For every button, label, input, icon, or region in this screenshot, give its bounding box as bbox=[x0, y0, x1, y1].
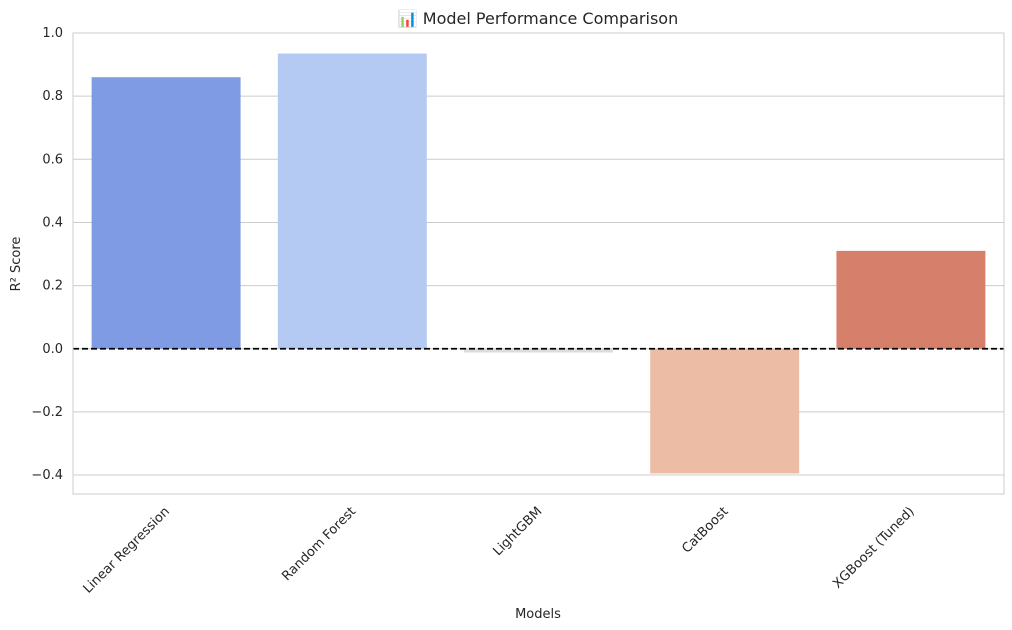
x-tick-label: Random Forest bbox=[279, 504, 359, 584]
x-tick-label: CatBoost bbox=[679, 504, 731, 556]
bar bbox=[464, 348, 613, 353]
y-tick-label: −0.2 bbox=[31, 405, 63, 420]
chart-title: 📊 Model Performance Comparison bbox=[398, 9, 678, 28]
bar bbox=[91, 77, 241, 349]
y-tick-label: 0.4 bbox=[42, 215, 63, 230]
x-tick-labels: Linear Regression Random Forest LightGBM Ca… bbox=[81, 504, 918, 596]
x-axis-title: Models bbox=[515, 607, 561, 622]
y-tick-label: 0.6 bbox=[42, 152, 63, 167]
bar bbox=[277, 53, 427, 349]
y-tick-label: −0.4 bbox=[31, 468, 63, 483]
y-axis-title: R² Score bbox=[9, 237, 24, 292]
bar bbox=[836, 250, 986, 349]
x-tick-label: Linear Regression bbox=[81, 504, 173, 596]
x-tick-label: LightGBM bbox=[490, 504, 545, 559]
y-tick-label: 0.8 bbox=[42, 89, 63, 104]
y-tick-label: 0.0 bbox=[42, 342, 63, 357]
y-tick-label: 1.0 bbox=[42, 26, 63, 41]
bars bbox=[91, 53, 986, 474]
y-tick-label: 0.2 bbox=[42, 279, 63, 294]
y-tick-labels: −0.4 −0.2 0.0 0.2 0.4 0.6 0.8 1.0 bbox=[31, 26, 63, 483]
plot-frame bbox=[72, 32, 1005, 495]
x-tick-label: XGBoost (Tuned) bbox=[830, 504, 917, 591]
bar bbox=[650, 348, 800, 474]
